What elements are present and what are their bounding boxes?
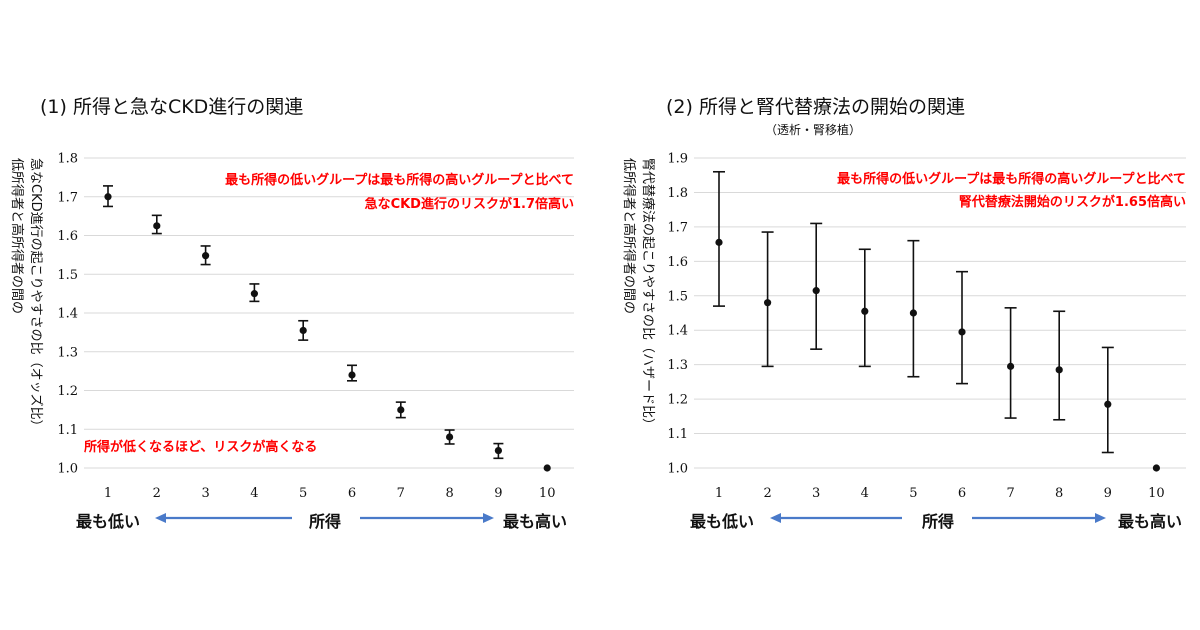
chart-2-annotation-2: 腎代替療法開始のリスクが1.65倍高い xyxy=(959,194,1186,210)
data-point xyxy=(715,238,723,246)
chart-2-x-right-caption: 最も高い xyxy=(1118,512,1182,531)
y-tick-label: 1.6 xyxy=(667,255,688,270)
y-tick-label: 1.7 xyxy=(667,220,688,235)
x-tick-label: 10 xyxy=(539,486,556,501)
data-point xyxy=(446,433,454,441)
chart-1-x-right-caption: 最も高い xyxy=(503,512,567,531)
chart-1-plot: 1.0 1.1 1.2 1.3 1.4 1.5 1.6 1.7 1.8 1 2 3 4 5 6 7 8 9 10 xyxy=(57,152,574,501)
x-tick-label: 5 xyxy=(909,486,917,501)
data-point xyxy=(153,222,161,230)
y-tick-label: 1.2 xyxy=(57,384,78,399)
data-point xyxy=(250,290,258,298)
data-point xyxy=(812,287,820,295)
chart-1-arrowhead-right xyxy=(483,513,494,523)
x-tick-label: 9 xyxy=(1104,486,1112,501)
data-point xyxy=(348,371,356,379)
x-tick-label: 5 xyxy=(299,486,307,501)
chart-2-subtitle: （透析・腎移植） xyxy=(765,122,861,137)
data-point xyxy=(764,299,772,307)
chart-2: (2) 所得と腎代替療法の開始の関連 （透析・腎移植） 腎代替療法の起こりやすさ… xyxy=(621,96,1186,531)
y-tick-label: 1.5 xyxy=(57,268,78,283)
x-tick-label: 1 xyxy=(104,486,112,501)
chart-2-arrowhead-right xyxy=(1095,513,1106,523)
x-tick-label: 6 xyxy=(348,486,356,501)
x-tick-label: 4 xyxy=(250,486,258,501)
data-point xyxy=(861,307,869,315)
data-point xyxy=(909,309,918,317)
y-tick-label: 1.1 xyxy=(667,427,688,442)
x-tick-label: 8 xyxy=(1055,486,1063,501)
chart-1-x-center-caption: 所得 xyxy=(309,512,341,531)
data-point xyxy=(1055,366,1063,374)
chart-1-annotation-3: 所得が低くなるほど、リスクが高くなる xyxy=(84,439,317,455)
chart-1-title: (1) 所得と急なCKD進行の関連 xyxy=(40,96,303,118)
data-point xyxy=(1007,362,1015,370)
chart-2-plot: 1.0 1.1 1.2 1.3 1.4 1.5 1.6 1.7 1.8 1.9 1 2 3 4 5 6 7 8 9 1… xyxy=(667,152,1186,501)
chart-2-arrowhead-left xyxy=(770,513,781,523)
chart-1-x-left-caption: 最も低い xyxy=(76,512,140,531)
y-tick-label: 1.7 xyxy=(57,190,78,205)
chart-1-ylabel-line-1: 急なCKD進行の起こりやすさの比（オッズ比） xyxy=(28,158,44,433)
y-tick-label: 1.5 xyxy=(667,289,688,304)
y-tick-label: 1.9 xyxy=(667,152,688,167)
data-point xyxy=(202,252,210,260)
x-tick-label: 4 xyxy=(861,486,869,501)
chart-1-ylabel-line-2: 低所得者と高所得者の間の xyxy=(9,158,25,314)
data-point xyxy=(397,406,405,414)
data-point xyxy=(494,446,502,455)
data-point xyxy=(1152,464,1160,472)
y-tick-label: 1.6 xyxy=(57,229,78,244)
chart-1: (1) 所得と急なCKD進行の関連 急なCKD進行の起こりやすさの比（オッズ比）… xyxy=(9,96,574,531)
x-tick-label: 6 xyxy=(958,486,966,501)
data-point xyxy=(543,464,551,472)
x-tick-label: 10 xyxy=(1148,486,1165,501)
y-tick-label: 1.3 xyxy=(57,345,78,360)
y-tick-label: 1.8 xyxy=(667,186,688,201)
x-tick-label: 8 xyxy=(445,486,453,501)
y-tick-label: 1.8 xyxy=(57,152,78,167)
x-tick-label: 1 xyxy=(715,486,723,501)
y-tick-label: 1.2 xyxy=(667,393,688,408)
data-point xyxy=(958,328,966,336)
x-tick-label: 2 xyxy=(153,486,161,501)
data-point xyxy=(1104,400,1112,408)
y-tick-label: 1.1 xyxy=(57,423,78,438)
chart-2-title: (2) 所得と腎代替療法の開始の関連 xyxy=(666,96,965,118)
chart-1-arrowhead-left xyxy=(155,513,166,523)
data-point xyxy=(104,193,112,201)
y-tick-label: 1.0 xyxy=(667,462,688,477)
data-point xyxy=(299,326,307,335)
chart-1-annotation-1: 最も所得の低いグループは最も所得の高いグループと比べて xyxy=(225,172,574,188)
y-tick-label: 1.4 xyxy=(57,307,78,322)
chart-2-ylabel-line-2: 低所得者と高所得者の間の xyxy=(621,158,637,314)
chart-2-x-center-caption: 所得 xyxy=(922,512,954,531)
chart-2-x-left-caption: 最も低い xyxy=(690,512,754,531)
x-tick-label: 9 xyxy=(494,486,502,501)
x-tick-label: 7 xyxy=(397,486,405,501)
x-tick-label: 2 xyxy=(763,486,771,501)
y-tick-label: 1.0 xyxy=(57,462,78,477)
chart-2-annotation-1: 最も所得の低いグループは最も所得の高いグループと比べて xyxy=(837,171,1186,187)
chart-1-annotation-2: 急なCKD進行のリスクが1.7倍高い xyxy=(365,196,574,212)
y-tick-label: 1.3 xyxy=(667,358,688,373)
chart-2-ylabel-line-1: 腎代替療法の起こりやすさの比（ハザード比） xyxy=(640,158,655,431)
y-tick-label: 1.4 xyxy=(667,324,688,339)
x-tick-label: 7 xyxy=(1006,486,1014,501)
x-tick-label: 3 xyxy=(201,486,209,501)
x-tick-label: 3 xyxy=(812,486,820,501)
